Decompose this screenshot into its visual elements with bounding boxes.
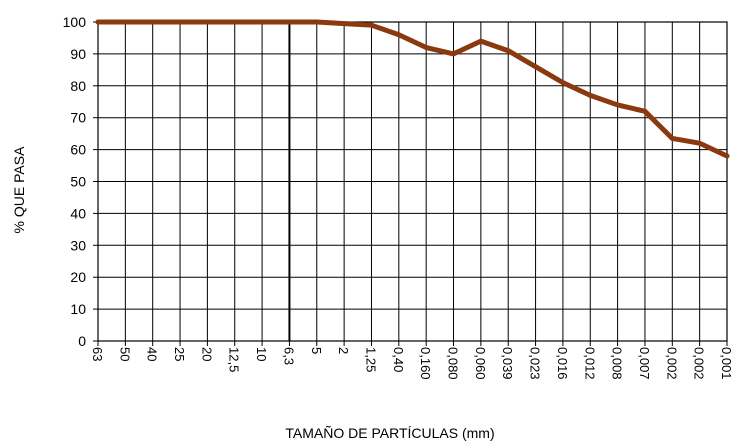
- grid: [93, 21, 728, 346]
- data-point: [505, 48, 511, 54]
- y-tick-label: 30: [70, 237, 86, 253]
- data-point: [423, 45, 429, 50]
- y-tick-label: 60: [70, 142, 86, 158]
- x-axis-title: TAMAÑO DE PARTÍCULAS (mm): [285, 425, 494, 441]
- data-point: [451, 51, 456, 57]
- x-tick-label: 0,002: [692, 347, 707, 380]
- data-point: [478, 38, 484, 44]
- data-point: [287, 19, 292, 25]
- data-point: [587, 92, 593, 98]
- series-line: [95, 19, 730, 159]
- y-tick-label: 90: [70, 46, 86, 62]
- y-tick-label: 80: [70, 78, 86, 94]
- data-point: [95, 19, 101, 25]
- y-tick-label: 70: [70, 110, 86, 126]
- x-tick-label: 2: [336, 347, 351, 354]
- x-axis-ticks: 63 50 40 25 20 12,5 10 6,3 5 2 1,25 0,40 0,160 0,080 0…: [90, 347, 734, 380]
- data-point: [642, 108, 648, 114]
- x-tick-label: 0,023: [528, 347, 543, 380]
- data-point: [150, 19, 156, 25]
- y-tick-label: 0: [78, 333, 86, 349]
- x-tick-label: 0,016: [555, 347, 570, 380]
- x-tick-label: 0,007: [637, 347, 652, 380]
- data-point: [560, 80, 566, 86]
- x-tick-label: 0,160: [418, 347, 433, 380]
- series: [95, 19, 730, 159]
- y-tick-label: 50: [70, 174, 86, 190]
- y-tick-label: 10: [70, 301, 86, 317]
- data-point: [533, 64, 538, 70]
- y-tick-label: 20: [70, 269, 86, 285]
- data-point: [669, 136, 675, 141]
- data-point: [259, 19, 265, 25]
- x-tick-label: 20: [199, 347, 214, 361]
- data-point: [369, 22, 374, 28]
- data-point: [341, 21, 347, 26]
- data-point: [232, 19, 238, 25]
- data-point: [615, 102, 621, 108]
- data-point: [314, 19, 320, 25]
- x-tick-label: 6,3: [281, 347, 296, 365]
- data-point: [122, 19, 128, 25]
- data-point: [396, 32, 402, 38]
- x-tick-label: 5: [309, 347, 324, 354]
- x-tick-label: 0,002: [664, 347, 679, 380]
- x-tick-label: 50: [117, 347, 132, 361]
- x-tick-label: 0,060: [473, 347, 488, 380]
- y-axis-title: % QUE PASA: [11, 146, 27, 234]
- x-tick-label: 0,080: [446, 347, 461, 380]
- plot-frame: [97, 21, 728, 342]
- x-tick-label: 0,039: [500, 347, 515, 380]
- x-tick-label: 40: [145, 347, 160, 361]
- x-tick-label: 1,25: [363, 347, 378, 372]
- y-tick-label: 40: [70, 205, 86, 221]
- x-tick-label: 12,5: [227, 347, 242, 372]
- x-tick-label: 63: [90, 347, 105, 361]
- data-point: [177, 19, 183, 25]
- x-tick-label: 0,008: [610, 347, 625, 380]
- x-tick-label: 0,012: [582, 347, 597, 380]
- data-point: [724, 153, 730, 159]
- x-tick-label: 25: [172, 347, 187, 361]
- data-point: [697, 140, 703, 146]
- data-point: [204, 19, 210, 25]
- y-axis-ticks: 0 10 20 30 40 50 60 70 80 90 100: [63, 14, 87, 349]
- y-tick-label: 100: [63, 14, 87, 30]
- x-tick-label: 0,001: [719, 347, 734, 380]
- x-tick-label: 10: [254, 347, 269, 361]
- x-tick-label: 0,40: [391, 347, 406, 372]
